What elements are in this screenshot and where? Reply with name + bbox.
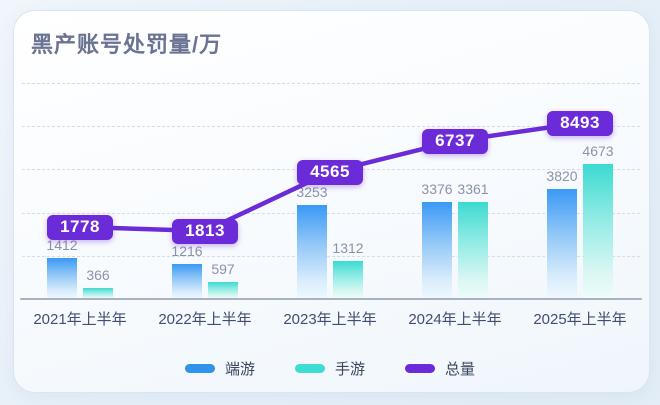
bar-端游-2021年上半年	[47, 258, 77, 299]
total-label-2021年上半年: 1778	[47, 214, 113, 240]
legend-swatch-手游	[294, 363, 325, 373]
bar-端游-2022年上半年	[172, 263, 202, 299]
legend-item-总量: 总量	[405, 358, 475, 379]
bar-手游-2024年上半年	[458, 202, 488, 299]
x-axis-label-2021年上半年: 2021年上半年	[33, 311, 127, 328]
bar-value-label: 4673	[582, 143, 614, 160]
x-axis-label-2024年上半年: 2024年上半年	[408, 311, 502, 328]
legend-label-端游: 端游	[224, 360, 255, 378]
bar-手游-2022年上半年	[208, 281, 238, 299]
x-axis-label-2025年上半年: 2025年上半年	[533, 311, 627, 328]
gridline-7500	[22, 83, 640, 84]
legend-swatch-端游	[184, 363, 215, 373]
total-label-2024年上半年: 6737	[422, 128, 488, 154]
gridline-1500	[22, 255, 640, 257]
bar-value-label: 3376	[421, 180, 453, 197]
bar-端游-2023年上半年	[297, 205, 327, 299]
bar-value-label: 3361	[457, 181, 489, 198]
legend-label-总量: 总量	[445, 360, 476, 378]
legend-label-手游: 手游	[334, 360, 365, 378]
bar-端游-2024年上半年	[422, 201, 452, 299]
bar-value-label: 3253	[296, 184, 328, 201]
bar-value-label: 1216	[171, 242, 203, 259]
x-axis-label-2023年上半年: 2023年上半年	[283, 311, 377, 328]
total-label-2025年上半年: 8493	[547, 110, 613, 136]
legend-item-端游: 端游	[184, 358, 255, 379]
total-label-2023年上半年: 4565	[297, 159, 363, 185]
chart-title: 黑产账号处罚量/万	[31, 32, 223, 57]
legend-swatch-总量	[405, 363, 435, 373]
bar-value-label: 597	[211, 260, 235, 277]
x-axis-label-2022年上半年: 2022年上半年	[158, 311, 252, 328]
bar-value-label: 3820	[546, 167, 578, 184]
total-label-2022年上半年: 1813	[172, 218, 238, 244]
bar-手游-2023年上半年	[333, 261, 363, 299]
bar-手游-2025年上半年	[583, 164, 613, 299]
bar-value-label: 1412	[46, 237, 78, 254]
bar-value-label: 366	[86, 267, 110, 284]
chart-legend: 端游 手游 总量	[0, 355, 660, 381]
bar-手游-2021年上半年	[83, 288, 113, 299]
bar-端游-2025年上半年	[547, 188, 577, 299]
bar-value-label: 1312	[332, 240, 364, 257]
legend-item-手游: 手游	[294, 358, 365, 379]
x-axis-baseline	[20, 298, 642, 300]
